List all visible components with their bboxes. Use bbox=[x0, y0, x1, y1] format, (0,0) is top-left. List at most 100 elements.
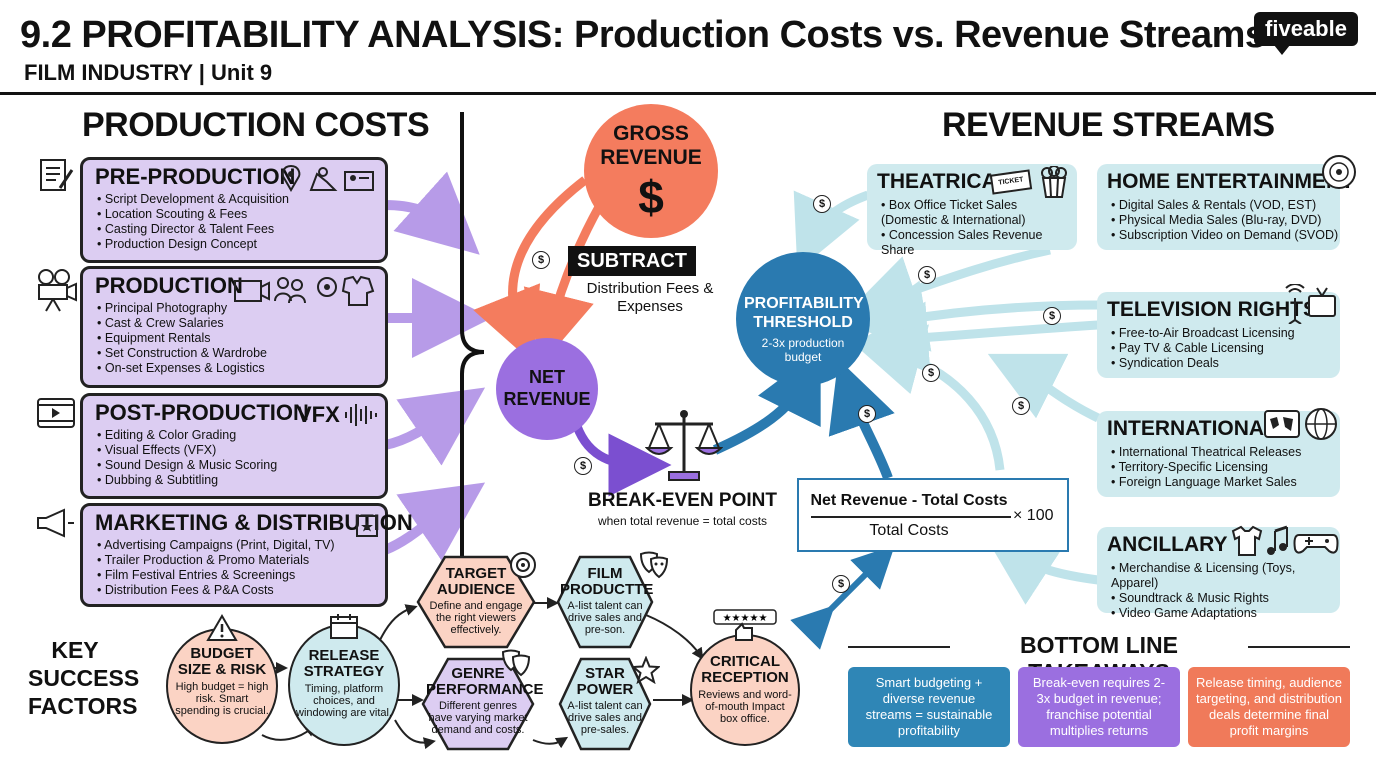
cost-item-list: Editing & Color Grading Visual Effects (… bbox=[97, 428, 277, 488]
revenue-item: Merchandise & Licensing (Toys, Apparel) bbox=[1111, 561, 1340, 591]
tv-broadcast-icon bbox=[1285, 284, 1336, 324]
takeaway-text: Smart budgeting + diverse revenue stream… bbox=[865, 675, 993, 738]
merch-music-game-icons bbox=[1231, 525, 1339, 556]
revenue-heading: REVENUE STREAMS bbox=[942, 106, 1275, 144]
revenue-item: International Theatrical Releases bbox=[1111, 445, 1302, 460]
coin-icon: $ bbox=[832, 575, 850, 593]
factor-text: High budget = high risk. Smart spending … bbox=[175, 681, 269, 717]
cost-item: Production Design Concept bbox=[97, 237, 289, 252]
net-revenue-title: NET REVENUE bbox=[503, 367, 591, 409]
factor-target: TARGET AUDIENCE Define and engage the ri… bbox=[425, 565, 527, 637]
page-title: 9.2 PROFITABILITY ANALYSIS: Production C… bbox=[20, 14, 1266, 56]
revenue-box-television-rights: TELEVISION RIGHTS Free-to-Air Broadcast … bbox=[1097, 284, 1340, 378]
vfx-icon: VFX bbox=[297, 402, 340, 427]
factor-title: BUDGET SIZE & RISK bbox=[177, 645, 267, 678]
cost-item: Visual Effects (VFX) bbox=[97, 443, 277, 458]
factor-title: STAR POWER bbox=[576, 665, 634, 698]
coin-icon: $ bbox=[574, 457, 592, 475]
takeaway-text: Release timing, audience targeting, and … bbox=[1196, 675, 1342, 738]
star-icon bbox=[632, 656, 660, 684]
cost-item: Advertising Campaigns (Print, Digital, T… bbox=[97, 538, 334, 553]
threshold-title: PROFITABILITY THRESHOLD bbox=[744, 295, 864, 331]
review-thumbs-icon: ★★★★★ bbox=[713, 609, 777, 641]
cost-box-pre-production: PRE-PRODUCTION Script Development & Acqu… bbox=[80, 157, 388, 263]
revenue-box-ancillary: ANCILLARY Merchandise & Licensing (Toys,… bbox=[1097, 525, 1340, 620]
revenue-item: Digital Sales & Rentals (VOD, EST) bbox=[1111, 198, 1338, 213]
factor-title: TARGET AUDIENCE bbox=[436, 565, 516, 598]
factor-text: Define and engage the right viewers effe… bbox=[429, 600, 523, 636]
revenue-item: Concession Sales Revenue Share bbox=[881, 228, 1071, 258]
target-icon bbox=[510, 552, 536, 578]
cost-box-title: POST-PRODUCTION bbox=[95, 400, 309, 425]
script-icon bbox=[40, 159, 74, 191]
factor-budget: BUDGET SIZE & RISK High budget = high ri… bbox=[166, 614, 278, 744]
revenue-item-list: Digital Sales & Rentals (VOD, EST) Physi… bbox=[1111, 198, 1338, 243]
revenue-box-international: INTERNATIONAL International Theatrical R… bbox=[1097, 408, 1340, 497]
camera-icon bbox=[38, 269, 77, 312]
revenue-box-title: ANCILLARY bbox=[1107, 533, 1228, 556]
revenue-box-title: TELEVISION RIGHTS bbox=[1107, 298, 1318, 321]
calendar-icon bbox=[330, 614, 358, 639]
coin-icon: $ bbox=[918, 266, 936, 284]
revenue-item-list: Merchandise & Licensing (Toys, Apparel) … bbox=[1111, 561, 1340, 621]
net-revenue-circle: NET REVENUE bbox=[496, 338, 598, 440]
cost-item: Cast & Crew Salaries bbox=[97, 316, 267, 331]
coin-icon: $ bbox=[1043, 307, 1061, 325]
coin-icon: $ bbox=[813, 195, 831, 213]
gross-revenue-title: GROSS REVENUE bbox=[600, 122, 702, 169]
formula-denominator: Total Costs bbox=[869, 522, 949, 539]
video-player-icon bbox=[37, 398, 75, 428]
cost-item: Editing & Color Grading bbox=[97, 428, 277, 443]
factor-genre: GENRE PERFORMANCE Different genres have … bbox=[426, 666, 544, 737]
ticket-icon: TICKET bbox=[989, 169, 1033, 195]
brand-logo[interactable]: fiveable bbox=[1254, 12, 1358, 55]
cost-item-list: Principal Photography Cast & Crew Salari… bbox=[97, 301, 267, 376]
factor-text: Reviews and word-of-mouth Impact box off… bbox=[698, 689, 792, 725]
revenue-box-title: HOME ENTERTAINMENT bbox=[1107, 170, 1354, 193]
subtract-text: Distribution Fees & Expenses bbox=[586, 280, 714, 315]
revenue-item: Soundtrack & Music Rights bbox=[1111, 591, 1340, 606]
takeaway-card: Break-even requires 2-3x budget in reven… bbox=[1018, 667, 1180, 747]
cost-item: Film Festival Entries & Screenings bbox=[97, 568, 335, 583]
gross-revenue-circle: GROSS REVENUE $ bbox=[584, 104, 718, 238]
profitability-threshold-circle: PROFITABILITY THRESHOLD 2-3x production … bbox=[736, 252, 870, 386]
cost-item: Trailer Production & Promo Materials bbox=[97, 553, 335, 568]
poster-icon bbox=[356, 515, 378, 537]
cost-item: Distribution Fees & P&A Costs bbox=[97, 583, 335, 598]
disc-icon bbox=[1322, 155, 1356, 189]
coin-icon: $ bbox=[532, 251, 550, 269]
cost-item-list: Script Development & Acquisition Locatio… bbox=[97, 192, 289, 252]
revenue-item-list: Free-to-Air Broadcast Licensing Pay TV &… bbox=[1111, 326, 1295, 371]
page-subtitle: FILM INDUSTRY | Unit 9 bbox=[24, 60, 273, 85]
revenue-box-theatrical: THEATRICAL Box Office Ticket Sales (Dome… bbox=[867, 164, 1077, 257]
globe-map-icons bbox=[1264, 408, 1337, 440]
theater-masks-icon bbox=[639, 551, 669, 579]
threshold-text: 2-3x production budget bbox=[761, 336, 845, 364]
cost-box-title: PRE-PRODUCTION bbox=[95, 164, 296, 189]
cost-item: Script Development & Acquisition bbox=[97, 192, 289, 207]
megaphone-icon bbox=[37, 508, 74, 538]
formula-numerator: Net Revenue - Total Costs bbox=[810, 492, 1008, 509]
genre-masks-icon bbox=[501, 649, 531, 677]
formula-multiplier: × 100 bbox=[1013, 507, 1054, 524]
key-success-heading: KEY SUCCESS FACTORS bbox=[28, 637, 140, 719]
crew-icons bbox=[234, 275, 375, 306]
takeaway-card: Smart budgeting + diverse revenue stream… bbox=[848, 667, 1010, 747]
header-divider bbox=[0, 92, 1376, 95]
factor-text: A-list talent can drive sales and pre-so… bbox=[567, 600, 643, 636]
takeaway-card: Release timing, audience targeting, and … bbox=[1188, 667, 1350, 747]
cost-item: Sound Design & Music Scoring bbox=[97, 458, 277, 473]
costs-heading: PRODUCTION COSTS bbox=[82, 106, 430, 144]
revenue-item: Foreign Language Market Sales bbox=[1111, 475, 1301, 490]
factor-text: Timing, platform choices, and windowing … bbox=[296, 683, 392, 719]
cost-box-title: PRODUCTION bbox=[95, 273, 243, 298]
factor-title: CRITICAL RECEPTION bbox=[701, 653, 789, 686]
svg-text:★★★★★: ★★★★★ bbox=[723, 613, 768, 624]
revenue-item: Physical Media Sales (Blu-ray, DVD) bbox=[1111, 213, 1338, 228]
cost-item: Casting Director & Talent Fees bbox=[97, 222, 289, 237]
dollar-icon: $ bbox=[638, 171, 664, 223]
factor-target-hex bbox=[416, 555, 536, 649]
revenue-item: Box Office Ticket Sales (Domestic & Inte… bbox=[881, 198, 1071, 228]
subtract-label: SUBTRACT bbox=[568, 246, 696, 276]
factor-text: A-list talent can drive sales and pre-sa… bbox=[567, 700, 643, 736]
